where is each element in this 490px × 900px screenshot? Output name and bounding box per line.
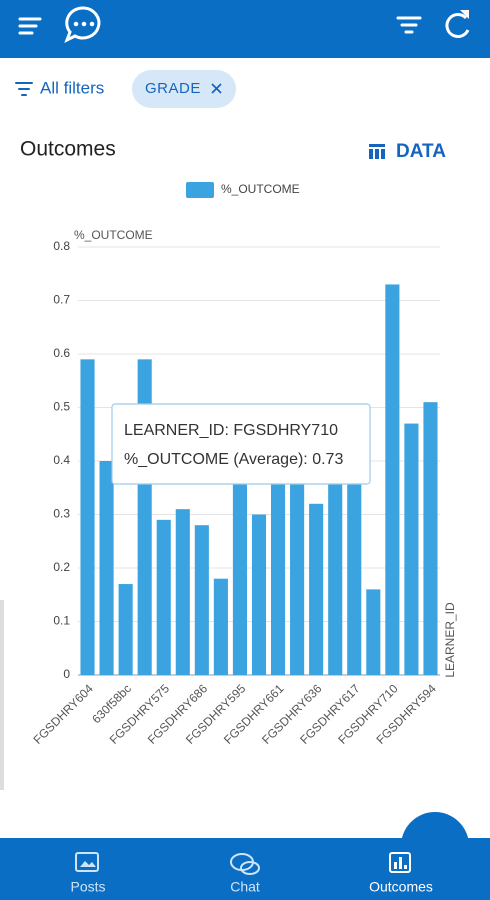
nav-label: Chat (230, 879, 260, 895)
bar (213, 578, 228, 675)
tooltip-line: %_OUTCOME (Average): 0.73 (124, 451, 343, 468)
bar (328, 471, 343, 675)
nav-label: Posts (70, 879, 105, 895)
menu-icon[interactable] (18, 17, 42, 35)
refresh-icon[interactable] (445, 10, 470, 38)
y-tick-label: 0.2 (53, 560, 70, 574)
nav-label: Outcomes (369, 879, 433, 895)
grade-chip[interactable]: GRADE (132, 70, 236, 108)
bar (404, 423, 419, 675)
chip-label: GRADE (145, 80, 201, 97)
bar (251, 514, 267, 675)
x-axis-label: LEARNER_ID (443, 602, 457, 678)
all-filters-label: All filters (40, 78, 104, 97)
all-filters[interactable]: All filters (15, 78, 104, 97)
section-title: Outcomes (20, 138, 116, 161)
y-tick-label: 0.8 (53, 239, 70, 253)
bar (80, 359, 95, 675)
bar (175, 509, 190, 675)
bar (290, 461, 305, 675)
chat-icon[interactable] (64, 6, 101, 44)
data-button[interactable]: DATA (369, 141, 446, 162)
filter-icon[interactable] (396, 16, 422, 34)
y-tick-label: 0.7 (53, 293, 70, 307)
y-tick-label: 0.6 (53, 346, 70, 360)
y-tick-label: 0.4 (53, 453, 70, 467)
bar (156, 519, 171, 675)
legend-label: %_OUTCOME (221, 182, 300, 196)
nav-posts[interactable]: Posts (70, 852, 106, 895)
legend-swatch (186, 182, 214, 198)
bar (271, 450, 286, 675)
y-tick-label: 0.5 (53, 400, 70, 414)
data-button-label: DATA (396, 141, 446, 162)
side-edge (0, 600, 4, 790)
tooltip: LEARNER_ID: FGSDHRY710 %_OUTCOME (Averag… (111, 403, 371, 485)
app-bar (0, 0, 490, 58)
y-tick-label: 0.3 (53, 507, 70, 521)
bar (194, 525, 209, 675)
tooltip-line: LEARNER_ID: FGSDHRY710 (124, 422, 338, 439)
x-tick-label: FGSDHRY604 (30, 681, 96, 747)
bar (309, 503, 324, 675)
nav-chat[interactable]: Chat (230, 853, 260, 895)
bar (385, 284, 400, 675)
bar (423, 402, 438, 675)
nav-outcomes[interactable]: Outcomes (369, 852, 433, 895)
y-axis-label: %_OUTCOME (74, 228, 153, 242)
bar (99, 461, 114, 675)
bar (347, 450, 362, 675)
bar (232, 434, 247, 675)
y-tick-label: 0.1 (53, 614, 70, 628)
y-tick-label: 0 (63, 667, 70, 681)
bar (118, 584, 133, 675)
bar (366, 589, 381, 675)
plot: 00.10.20.30.40.50.60.70.8FGSDHRY604630f5… (30, 239, 440, 747)
